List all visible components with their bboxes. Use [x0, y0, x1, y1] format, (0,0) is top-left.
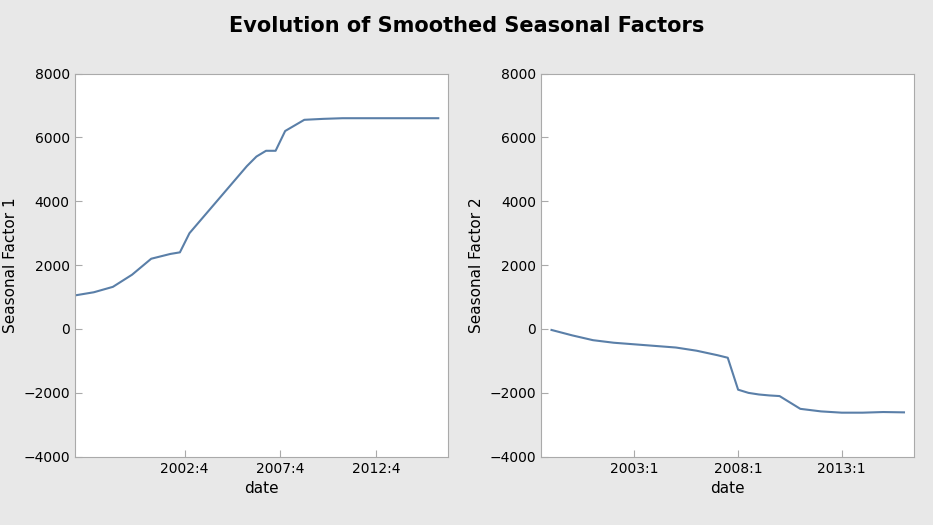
Text: Evolution of Smoothed Seasonal Factors: Evolution of Smoothed Seasonal Factors — [229, 16, 704, 36]
X-axis label: date: date — [710, 481, 745, 496]
Y-axis label: Seasonal Factor 1: Seasonal Factor 1 — [3, 197, 18, 333]
Y-axis label: Seasonal Factor 2: Seasonal Factor 2 — [469, 197, 484, 333]
X-axis label: date: date — [244, 481, 279, 496]
